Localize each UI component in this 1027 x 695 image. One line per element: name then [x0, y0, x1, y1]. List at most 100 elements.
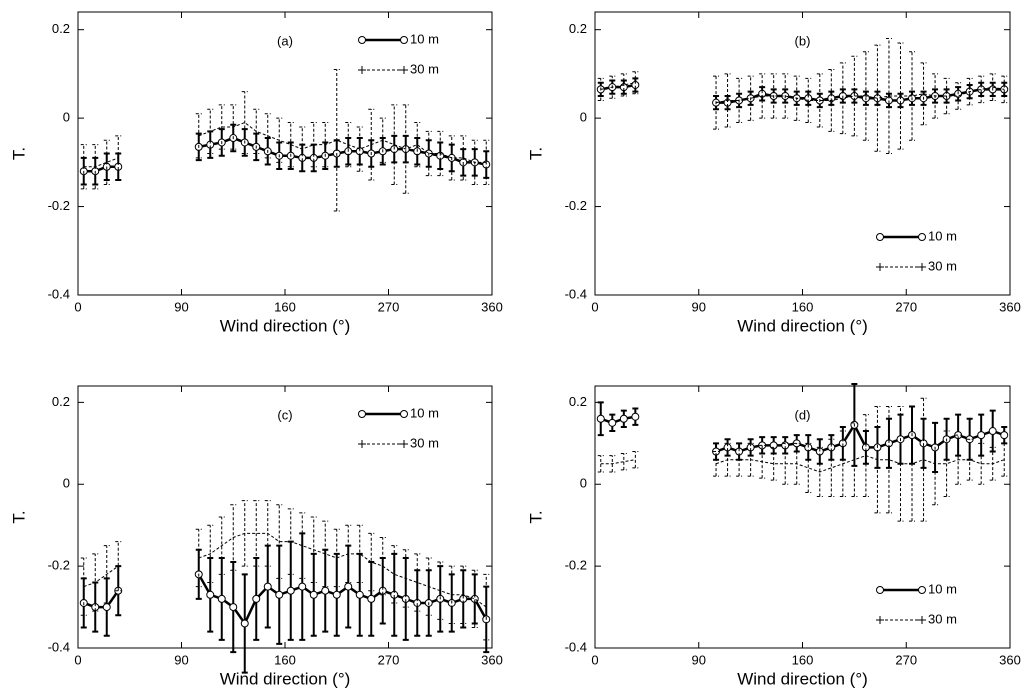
x-tick-label: 0 — [591, 652, 598, 667]
panel: 0.2 0 -0.2 -0.4 0 90 160 270 360 Wind direction (… — [9, 11, 503, 335]
legend-marker — [876, 233, 884, 241]
y-tick-label: 0.2 — [52, 21, 70, 36]
x-axis-label: Wind direction (°) — [737, 316, 868, 335]
error-bar — [333, 68, 340, 212]
error-bar — [471, 569, 478, 629]
error-bar — [816, 73, 823, 128]
legend-label: 30 m — [928, 258, 957, 273]
point — [367, 594, 376, 603]
point — [321, 586, 330, 595]
error-bar — [195, 528, 202, 588]
point — [217, 594, 226, 603]
error-bar — [736, 77, 743, 124]
error-bar — [218, 104, 225, 150]
series-line — [600, 82, 1005, 104]
point — [988, 427, 997, 436]
point — [240, 619, 249, 628]
error-bar — [805, 442, 812, 493]
error-bar — [414, 553, 421, 612]
error-bar — [253, 500, 260, 567]
error-bar — [80, 557, 87, 616]
error-bar — [425, 130, 432, 177]
x-tick-label: 360 — [999, 299, 1021, 314]
y-axis-label: T. — [9, 147, 28, 160]
x-tick-label: 90 — [174, 299, 188, 314]
error-bar — [897, 42, 904, 150]
x-tick-label: 270 — [895, 299, 917, 314]
error-bar — [437, 561, 444, 620]
point — [344, 582, 353, 591]
error-bar — [978, 442, 985, 485]
y-tick-label: -0.2 — [48, 198, 70, 213]
error-bar — [103, 545, 110, 604]
x-tick-label: 160 — [274, 299, 296, 314]
point — [206, 590, 215, 599]
x-tick-label: 0 — [591, 299, 598, 314]
legend-label: 10 m — [928, 228, 957, 243]
x-tick-label: 360 — [999, 652, 1021, 667]
error-bar — [276, 504, 283, 579]
panel: 0.2 0 -0.2 -0.4 0 90 160 270 360 Wind direction (… — [526, 382, 1021, 688]
point — [619, 414, 628, 423]
legend-marker — [400, 66, 408, 74]
error-bar — [345, 524, 352, 583]
point — [229, 603, 238, 612]
x-axis-label: Wind direction (°) — [737, 669, 868, 688]
panel: 0.2 0 -0.2 -0.4 0 90 160 270 360 Wind direction (… — [526, 11, 1021, 335]
error-bar — [828, 438, 835, 498]
error-bar — [115, 541, 122, 592]
point — [275, 590, 284, 599]
error-bar — [425, 557, 432, 616]
error-bar — [1001, 75, 1008, 104]
error-bar — [839, 62, 846, 135]
y-tick-label: -0.4 — [48, 639, 70, 654]
error-bar — [816, 446, 823, 498]
legend-label: 10 m — [928, 581, 957, 596]
legend-marker — [918, 586, 926, 594]
error-bar — [299, 512, 306, 579]
error-bar — [874, 405, 881, 514]
error-bar — [955, 434, 962, 485]
legend-marker — [876, 586, 884, 594]
error-bar — [620, 73, 627, 97]
error-bar — [851, 55, 858, 137]
error-bar — [989, 73, 996, 101]
error-bar — [92, 553, 99, 612]
error-bar — [874, 44, 881, 152]
error-bar — [310, 122, 317, 168]
series-line — [83, 532, 487, 608]
error-bar — [402, 104, 409, 194]
legend-label: 30 m — [928, 611, 957, 626]
x-tick-label: 160 — [792, 652, 814, 667]
panel-label: (d) — [795, 407, 811, 422]
point — [1000, 431, 1009, 440]
point — [286, 586, 295, 595]
error-bar — [770, 446, 777, 481]
error-bar — [333, 528, 340, 588]
error-bar — [391, 545, 398, 604]
error-bar — [978, 75, 985, 104]
x-tick-label: 90 — [174, 652, 188, 667]
point — [263, 582, 272, 591]
point — [631, 412, 640, 421]
point — [608, 418, 617, 427]
error-bar — [391, 104, 398, 185]
error-bar — [736, 442, 743, 477]
error-bar — [955, 82, 962, 110]
error-bar — [862, 51, 869, 141]
series-line — [83, 573, 488, 626]
point — [102, 603, 111, 612]
error-bar — [483, 139, 490, 185]
x-tick-label: 90 — [692, 652, 706, 667]
error-bar — [966, 77, 973, 106]
y-axis-label: T. — [526, 510, 545, 523]
error-bar — [632, 451, 639, 469]
point — [596, 414, 605, 423]
panel-label: (b) — [795, 33, 811, 48]
legend-marker — [876, 263, 884, 271]
error-bar — [402, 549, 409, 608]
y-tick-label: 0 — [580, 110, 587, 125]
error-bar — [207, 524, 214, 583]
y-tick-label: -0.4 — [565, 286, 587, 301]
